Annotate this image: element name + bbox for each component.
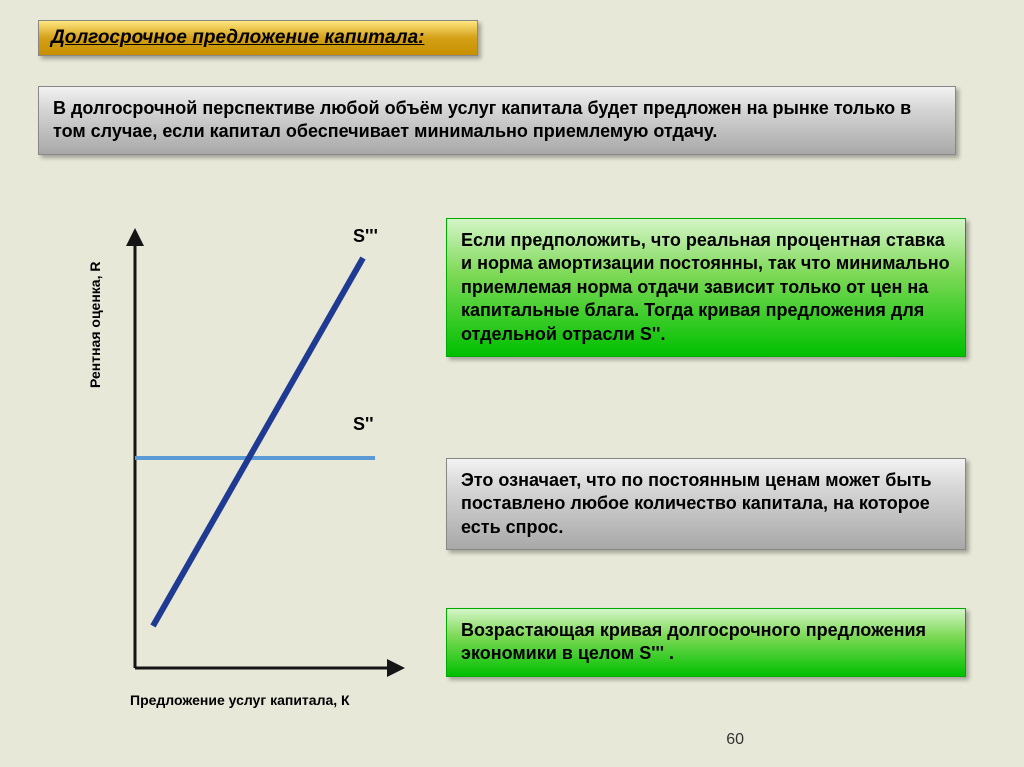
meaning-text: Это означает, что по постоянным ценам мо… (461, 470, 932, 537)
x-axis-label: Предложение услуг капитала, К (130, 692, 350, 708)
page-number: 60 (726, 731, 744, 749)
title-box: Долгосрочное предложение капитала: (38, 20, 478, 56)
chart-svg (105, 218, 415, 688)
assumption-box: Если предположить, что реальная процентн… (446, 218, 966, 357)
intro-box: В долгосрочной перспективе любой объём у… (38, 86, 956, 155)
supply-chart: Рентная оценка, R S''' S'' Предложение у… (85, 218, 415, 708)
title-text: Долгосрочное предложение капитала: (51, 27, 424, 49)
intro-text: В долгосрочной перспективе любой объём у… (53, 98, 911, 141)
conclusion-box: Возрастающая кривая долгосрочного предло… (446, 608, 966, 677)
y-axis-label: Рентная оценка, R (87, 262, 103, 388)
meaning-box: Это означает, что по постоянным ценам мо… (446, 458, 966, 550)
curve-s2-label: S'' (353, 414, 374, 435)
conclusion-text: Возрастающая кривая долгосрочного предло… (461, 620, 926, 663)
curve-s3-label: S''' (353, 226, 378, 247)
assumption-text: Если предположить, что реальная процентн… (461, 230, 950, 344)
